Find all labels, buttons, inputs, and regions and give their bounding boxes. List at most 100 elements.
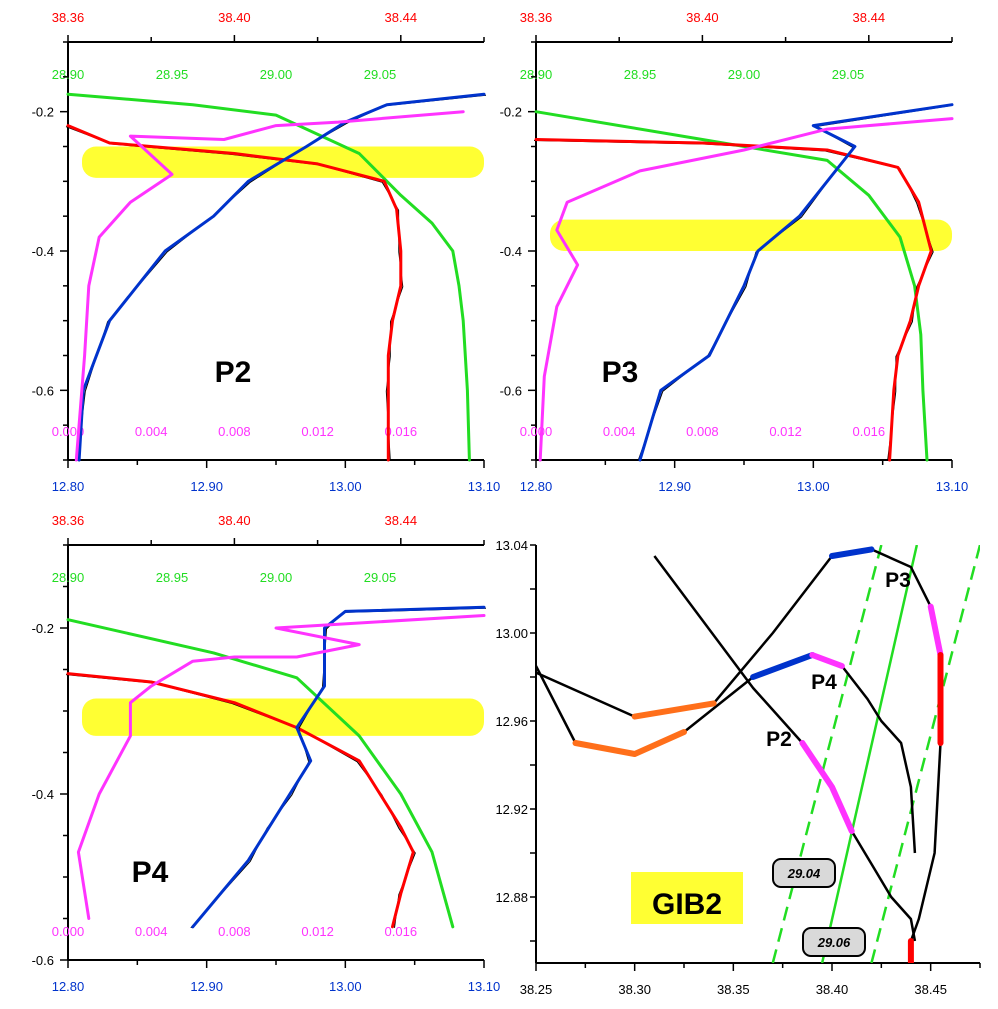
density-tick-label: 28.95 <box>624 67 657 82</box>
ts-segment-magenta <box>927 603 944 658</box>
temperature-line <box>638 103 954 462</box>
nsquared-tick-label: 0.008 <box>686 424 719 439</box>
density-tick-label: 28.90 <box>52 67 85 82</box>
depth-tick-label: -0.6 <box>32 383 54 398</box>
ts-segment-blue <box>829 546 875 559</box>
density-tick-label: 29.00 <box>728 67 761 82</box>
depth-tick-label: -0.6 <box>500 383 522 398</box>
ts-curve-p4 <box>536 653 917 854</box>
salinity-tick-label: 38.40 <box>218 513 251 528</box>
depth-tick-label: -0.4 <box>500 244 522 259</box>
panel-label: P2 <box>215 356 252 389</box>
density-line <box>66 618 455 929</box>
ts-profile-label: P3 <box>885 569 911 592</box>
nsquared-tick-label: 0.012 <box>769 424 802 439</box>
density-line <box>534 110 929 462</box>
nsquared-tick-label: 0.004 <box>135 924 168 939</box>
nsquared-tick-label: 0.016 <box>853 424 886 439</box>
nsquared-tick-label: 0.012 <box>301 424 334 439</box>
depth-tick-label: -0.6 <box>32 953 54 968</box>
temperature-tick-label: 12.80 <box>520 479 553 494</box>
salinity-tick-label: 38.40 <box>686 10 719 25</box>
ts-x-tick-label: 38.30 <box>618 982 651 997</box>
nsquared-tick-label: 0.008 <box>218 424 251 439</box>
temperature-tick-label: 12.80 <box>52 979 85 994</box>
isopycnal-badge <box>802 927 866 957</box>
depth-tick-label: -0.4 <box>32 787 54 802</box>
panel-p2: 38.36 38.40 38.44 28.90 28.95 29.00 29.05 12.80… <box>32 10 501 494</box>
salinity-tick-label: 38.40 <box>218 10 251 25</box>
density-tick-label: 29.05 <box>364 67 397 82</box>
density-line <box>66 92 471 462</box>
panel-gib2: 38.25 38.30 38.35 38.40 38.45 13.04 13.00 12.96… <box>495 538 981 997</box>
ts-segment-magenta <box>809 652 845 669</box>
panel-label: P4 <box>132 856 169 889</box>
temperature-line <box>191 605 486 929</box>
temperature-tick-label: 12.90 <box>190 479 223 494</box>
salinity-tick-label: 38.44 <box>385 10 418 25</box>
nsquared-tick-label: 0.004 <box>603 424 636 439</box>
salinity-line <box>534 138 933 462</box>
ts-segment-orange <box>572 729 687 757</box>
nsquared-tick-label: 0.016 <box>385 424 418 439</box>
nsquared-tick-label: 0.000 <box>52 424 85 439</box>
nsquared-tick-label: 0.000 <box>52 924 85 939</box>
density-tick-label: 28.95 <box>156 67 189 82</box>
ts-y-tick-label: 13.00 <box>495 626 528 641</box>
density-tick-label: 29.00 <box>260 570 293 585</box>
ts-segment-blue <box>750 652 816 680</box>
nsquared-line <box>74 110 465 462</box>
ts-segment-magenta <box>799 740 855 834</box>
density-tick-label: 29.00 <box>260 67 293 82</box>
isopycnal-badge <box>772 858 836 888</box>
temperature-tick-label: 13.10 <box>936 479 969 494</box>
ts-x-tick-label: 38.40 <box>816 982 849 997</box>
density-tick-label: 28.95 <box>156 570 189 585</box>
ts-segment-orange <box>631 700 717 720</box>
nsquared-line <box>76 614 486 920</box>
density-tick-label: 28.90 <box>52 570 85 585</box>
temperature-tick-label: 13.00 <box>329 979 362 994</box>
salinity-line <box>66 124 403 462</box>
ts-panel-label: GIB2 <box>652 888 722 921</box>
nsquared-tick-label: 0.008 <box>218 924 251 939</box>
salinity-tick-label: 38.36 <box>52 513 85 528</box>
density-tick-label: 29.05 <box>832 67 865 82</box>
depth-tick-label: -0.2 <box>32 621 54 636</box>
temperature-tick-label: 13.10 <box>468 979 501 994</box>
density-tick-label: 29.05 <box>364 570 397 585</box>
ts-y-tick-label: 13.04 <box>495 538 528 553</box>
panel-p4: 38.36 38.40 38.44 28.90 28.95 29.00 29.05 12.80… <box>32 513 501 994</box>
ts-x-tick-label: 38.35 <box>717 982 750 997</box>
ts-y-tick-label: 12.92 <box>495 802 528 817</box>
temperature-tick-label: 13.10 <box>468 479 501 494</box>
ts-profile-label: P2 <box>766 728 792 751</box>
isopycnal-badge-label: 29.04 <box>787 866 821 881</box>
ts-plot-area <box>536 545 980 963</box>
isopycnal-line <box>820 545 919 963</box>
ts-x-tick-label: 38.45 <box>914 982 947 997</box>
depth-tick-label: -0.2 <box>32 105 54 120</box>
ts-y-tick-label: 12.88 <box>495 890 528 905</box>
temperature-tick-label: 13.00 <box>329 479 362 494</box>
salinity-tick-label: 38.44 <box>385 513 418 528</box>
temperature-tick-label: 12.90 <box>658 479 691 494</box>
nsquared-tick-label: 0.004 <box>135 424 168 439</box>
temperature-raw-line <box>637 105 951 462</box>
salinity-tick-label: 38.44 <box>853 10 886 25</box>
isopycnal-badge-label: 29.06 <box>817 935 851 950</box>
highlight-band <box>550 219 952 251</box>
isopycnal-line <box>771 545 883 963</box>
ts-profile-label: P4 <box>811 671 837 694</box>
salinity-tick-label: 38.36 <box>520 10 553 25</box>
depth-tick-label: -0.2 <box>500 105 522 120</box>
salinity-raw-line <box>533 140 934 462</box>
ts-x-tick-label: 38.25 <box>520 982 553 997</box>
nsquared-tick-label: 0.016 <box>385 924 418 939</box>
panel-p3: 38.36 38.40 38.44 28.90 28.95 29.00 29.05 12.80… <box>500 10 969 494</box>
density-tick-label: 28.90 <box>520 67 553 82</box>
salinity-line <box>66 672 415 929</box>
temperature-tick-label: 12.80 <box>52 479 85 494</box>
temperature-tick-label: 13.00 <box>797 479 830 494</box>
